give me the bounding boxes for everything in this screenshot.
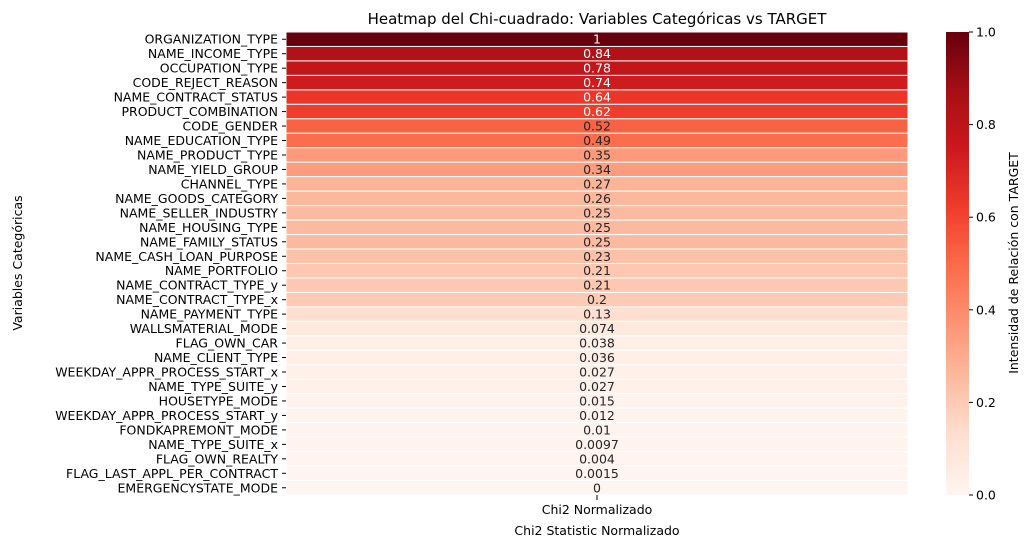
cell-value-label: 0.0097 (575, 437, 619, 452)
y-tick-label: FONDKAPREMONT_MODE (119, 422, 278, 437)
cell-value-label: 0.25 (583, 220, 611, 235)
heatmap-cells: 10.840.780.740.640.620.520.490.350.340.2… (285, 31, 909, 496)
x-axis-label: Chi2 Statistic Normalizado (514, 523, 679, 538)
y-tick-labels: ORGANIZATION_TYPENAME_INCOME_TYPEOCCUPAT… (55, 32, 286, 495)
y-tick-label: NAME_CONTRACT_TYPE_y (116, 278, 278, 293)
cell-value-label: 0.78 (583, 61, 611, 76)
y-tick-label: FLAG_OWN_CAR (176, 336, 279, 351)
cell-value-label: 0.64 (583, 90, 611, 105)
cell-value-label: 0.074 (579, 321, 615, 336)
cell-value-label: 1 (593, 32, 601, 47)
cell-value-label: 0.26 (583, 191, 611, 206)
cell-value-label: 0.27 (583, 176, 611, 191)
cell-value-label: 0 (593, 480, 601, 495)
cell-value-label: 0.2 (587, 292, 607, 307)
y-tick-label: NAME_YIELD_GROUP (148, 162, 278, 177)
y-tick-label: NAME_CONTRACT_TYPE_x (116, 292, 278, 307)
cell-value-label: 0.012 (579, 408, 615, 423)
cell-value-label: 0.0015 (575, 466, 619, 481)
cell-value-label: 0.84 (583, 46, 611, 61)
y-tick-label: OCCUPATION_TYPE (160, 61, 278, 76)
y-tick-label: NAME_PRODUCT_TYPE (137, 147, 278, 162)
y-tick-label: FLAG_OWN_REALTY (156, 451, 279, 466)
y-tick-label: NAME_TYPE_SUITE_x (148, 437, 278, 452)
y-tick-label: WALLSMATERIAL_MODE (130, 321, 278, 336)
colorbar-tick-label: 0.0 (976, 488, 996, 503)
colorbar-label: Intensidad de Relación con TARGET (1006, 152, 1021, 374)
cell-value-label: 0.015 (579, 393, 615, 408)
cell-value-label: 0.49 (583, 133, 611, 148)
cell-value-label: 0.34 (583, 162, 611, 177)
cell-value-label: 0.52 (583, 119, 611, 134)
y-tick-label: CODE_REJECT_REASON (133, 75, 278, 90)
cell-value-label: 0.25 (583, 234, 611, 249)
y-tick-label: NAME_HOUSING_TYPE (139, 220, 278, 235)
cell-value-label: 0.004 (579, 451, 615, 466)
y-tick-label: FLAG_LAST_APPL_PER_CONTRACT (66, 466, 278, 481)
y-tick-label: WEEKDAY_APPR_PROCESS_START_x (55, 365, 278, 380)
colorbar-tick-label: 0.4 (976, 302, 996, 317)
y-tick-label: EMERGENCYSTATE_MODE (118, 480, 279, 495)
y-tick-label: NAME_EDUCATION_TYPE (125, 133, 278, 148)
cell-value-label: 0.74 (583, 75, 611, 90)
y-tick-label: NAME_GOODS_CATEGORY (115, 191, 278, 206)
y-tick-label: NAME_CLIENT_TYPE (154, 350, 278, 365)
y-tick-label: ORGANIZATION_TYPE (145, 32, 279, 47)
y-tick-label: NAME_PAYMENT_TYPE (141, 307, 279, 322)
y-tick-label: HOUSETYPE_MODE (159, 393, 278, 408)
y-tick-label: NAME_FAMILY_STATUS (140, 234, 278, 249)
cell-value-label: 0.01 (583, 422, 611, 437)
y-tick-label: NAME_INCOME_TYPE (148, 46, 278, 61)
colorbar: 0.0 0.2 0.4 0.6 0.8 1.0 (946, 25, 996, 503)
cell-value-label: 0.35 (583, 147, 611, 162)
colorbar-tick-label: 0.6 (976, 210, 996, 225)
y-axis-label: Variables Categóricas (10, 195, 25, 330)
colorbar-gradient (946, 32, 969, 495)
y-tick-label: NAME_CONTRACT_STATUS (114, 90, 278, 105)
cell-value-label: 0.21 (583, 263, 611, 278)
x-axis: Chi2 Normalizado (542, 495, 653, 517)
y-tick-label: NAME_CASH_LOAN_PURPOSE (95, 249, 278, 264)
cell-value-label: 0.62 (583, 104, 611, 119)
colorbar-tick-label: 1.0 (976, 25, 996, 40)
colorbar-tick-label: 0.2 (976, 395, 996, 410)
y-tick-label: NAME_PORTFOLIO (165, 263, 278, 278)
cell-value-label: 0.23 (583, 249, 611, 264)
cell-value-label: 0.027 (579, 379, 615, 394)
y-tick-label: NAME_TYPE_SUITE_y (148, 379, 278, 394)
cell-value-label: 0.036 (579, 350, 615, 365)
x-tick-label: Chi2 Normalizado (542, 502, 653, 517)
cell-value-label: 0.21 (583, 278, 611, 293)
y-tick-label: PRODUCT_COMBINATION (121, 104, 278, 119)
cell-value-label: 0.038 (579, 336, 615, 351)
cell-value-label: 0.027 (579, 365, 615, 380)
y-tick-label: CHANNEL_TYPE (181, 176, 278, 191)
y-tick-label: NAME_SELLER_INDUSTRY (120, 205, 279, 220)
y-tick-label: CODE_GENDER (183, 119, 279, 134)
cell-value-label: 0.13 (583, 307, 611, 322)
y-tick-label: WEEKDAY_APPR_PROCESS_START_y (55, 408, 278, 423)
chart-title: Heatmap del Chi-cuadrado: Variables Cate… (368, 10, 828, 28)
colorbar-tick-label: 0.8 (976, 117, 996, 132)
cell-value-label: 0.25 (583, 205, 611, 220)
